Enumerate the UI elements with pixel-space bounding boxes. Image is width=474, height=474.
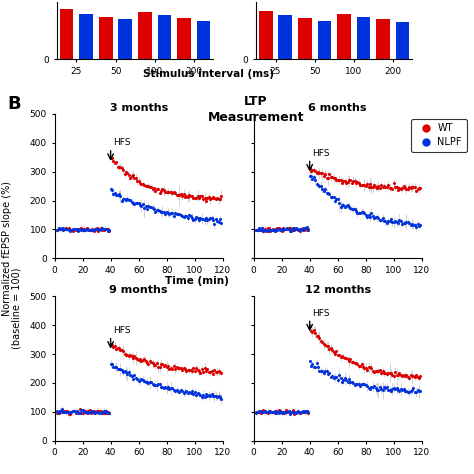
Bar bbox=[278, 15, 292, 59]
Bar bbox=[396, 22, 410, 59]
Text: (baseline = 100): (baseline = 100) bbox=[12, 267, 22, 349]
Title: 6 months: 6 months bbox=[309, 103, 367, 113]
Bar bbox=[177, 18, 191, 59]
Bar bbox=[60, 9, 73, 59]
Bar bbox=[337, 14, 351, 59]
Text: HFS: HFS bbox=[312, 309, 329, 318]
Text: HFS: HFS bbox=[312, 149, 329, 158]
Text: Stimulus interval (ms): Stimulus interval (ms) bbox=[143, 69, 274, 79]
Bar bbox=[138, 12, 152, 59]
Text: Measurement: Measurement bbox=[208, 111, 304, 124]
Text: Time (min): Time (min) bbox=[165, 275, 228, 286]
Title: 12 months: 12 months bbox=[305, 285, 371, 295]
Title: 9 months: 9 months bbox=[109, 285, 168, 295]
Text: HFS: HFS bbox=[113, 326, 130, 335]
Legend: WT, NLPF: WT, NLPF bbox=[411, 118, 467, 152]
Text: Normalized fEPSP slope (%): Normalized fEPSP slope (%) bbox=[2, 182, 12, 316]
Text: B: B bbox=[7, 95, 21, 113]
Bar bbox=[79, 14, 93, 59]
Bar bbox=[298, 18, 312, 59]
Bar bbox=[99, 17, 113, 59]
Bar bbox=[356, 17, 370, 59]
Bar bbox=[259, 11, 273, 59]
Text: LTP: LTP bbox=[244, 95, 268, 108]
Bar bbox=[157, 15, 171, 59]
Bar bbox=[376, 19, 390, 59]
Text: HFS: HFS bbox=[113, 138, 130, 147]
Bar bbox=[118, 19, 132, 59]
Bar bbox=[197, 21, 210, 59]
Bar bbox=[318, 21, 331, 59]
Title: 3 months: 3 months bbox=[109, 103, 168, 113]
